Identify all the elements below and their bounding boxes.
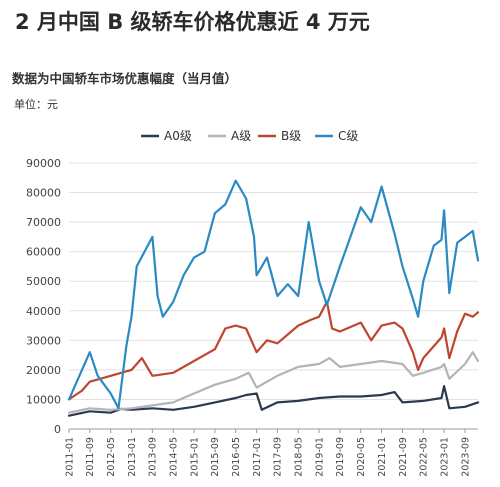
- y-tick-label: 30000: [26, 334, 61, 347]
- x-tick-label: 2019-09: [335, 437, 346, 477]
- y-tick-label: 60000: [26, 246, 61, 259]
- series-line-C级: [67, 179, 480, 410]
- x-tick-label: 2019-01: [314, 437, 325, 477]
- y-tick-label: 0: [54, 423, 61, 436]
- series-line-A级: [67, 351, 480, 414]
- legend-label: B级: [281, 129, 301, 143]
- y-tick-label: 90000: [26, 157, 61, 170]
- y-tick-label: 10000: [26, 393, 61, 406]
- x-tick-label: 2017-09: [273, 437, 284, 477]
- unit-label: 单位：元: [14, 98, 58, 111]
- x-tick-label: 2012-05: [106, 437, 117, 477]
- legend-label: A级: [231, 129, 251, 143]
- y-tick-label: 50000: [26, 275, 61, 288]
- y-tick-label: 20000: [26, 364, 61, 377]
- x-tick-label: 2011-01: [64, 437, 75, 477]
- x-tick-label: 2018-05: [294, 437, 305, 477]
- x-tick-label: 2013-09: [148, 437, 159, 477]
- x-tick-label: 2023-01: [439, 437, 450, 477]
- x-tick-label: 2021-01: [377, 437, 388, 477]
- x-tick-label: 2015-09: [210, 437, 221, 477]
- y-tick-label: 70000: [26, 216, 61, 229]
- x-tick-label: 2020-05: [356, 437, 367, 477]
- x-tick-label: 2021-09: [398, 437, 409, 477]
- legend-label: C级: [338, 129, 358, 143]
- x-tick-label: 2015-01: [189, 437, 200, 477]
- x-tick-label: 2023-09: [460, 437, 471, 477]
- x-tick-label: 2013-01: [127, 437, 138, 477]
- x-tick-label: 2011-09: [85, 437, 96, 477]
- chart-subtitle: 数据为中国轿车市场优惠幅度（当月值）: [12, 71, 238, 86]
- x-tick-label: 2014-05: [169, 437, 180, 477]
- series-line-B级: [67, 300, 480, 401]
- series-line-A0级: [67, 385, 480, 417]
- x-tick-label: 2016-05: [231, 437, 242, 477]
- y-tick-label: 80000: [26, 187, 61, 200]
- chart-title: 2 月中国 B 级轿车价格优惠近 4 万元: [15, 10, 370, 34]
- x-tick-label: 2017-01: [252, 437, 263, 477]
- y-tick-label: 40000: [26, 305, 61, 318]
- legend-label: A0级: [164, 129, 192, 143]
- x-tick-label: 2022-05: [419, 437, 430, 477]
